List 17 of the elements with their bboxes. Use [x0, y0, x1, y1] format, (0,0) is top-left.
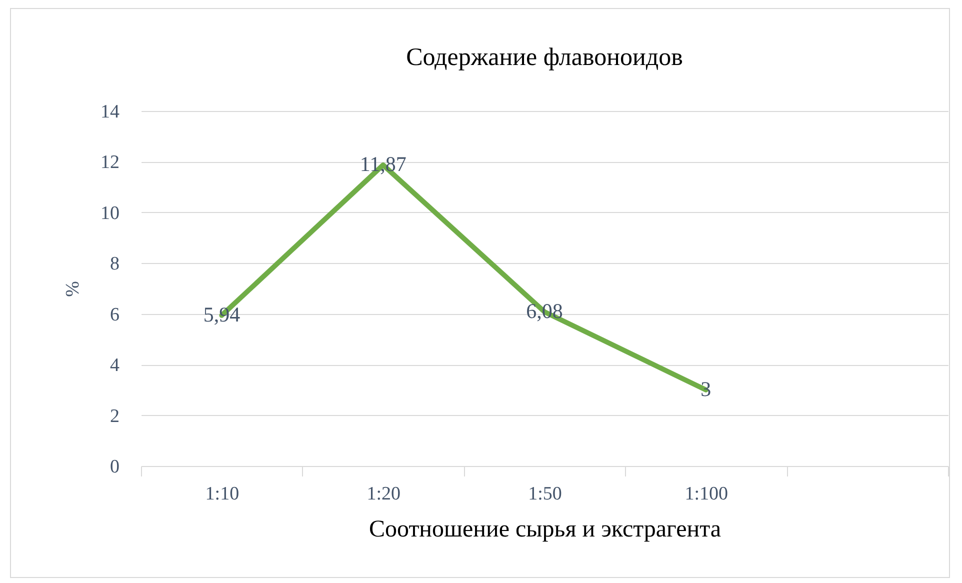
data-label: 11,87 [360, 152, 406, 176]
y-tick-label: 14 [100, 102, 120, 122]
y-tick-label: 6 [110, 304, 120, 326]
x-axis-title: Соотношение сырья и экстрагента [368, 516, 722, 542]
x-tick-label: 1:100 [684, 484, 728, 504]
x-tick-label: 1:50 [528, 484, 562, 504]
y-tick-label: 2 [110, 406, 120, 427]
y-tick-label: 12 [100, 152, 120, 174]
chart-title: Содержание флавоноидов [406, 44, 683, 71]
x-tick-label: 1:20 [366, 484, 400, 504]
x-tick-label: 1:10 [205, 484, 240, 504]
y-tick-label: 10 [100, 202, 120, 224]
y-tick-label: 4 [110, 355, 120, 376]
y-tick-label: 8 [110, 254, 120, 275]
data-label: 5,94 [203, 302, 241, 326]
y-axis-title: % [62, 280, 84, 297]
y-tick-label: 0 [110, 456, 120, 478]
